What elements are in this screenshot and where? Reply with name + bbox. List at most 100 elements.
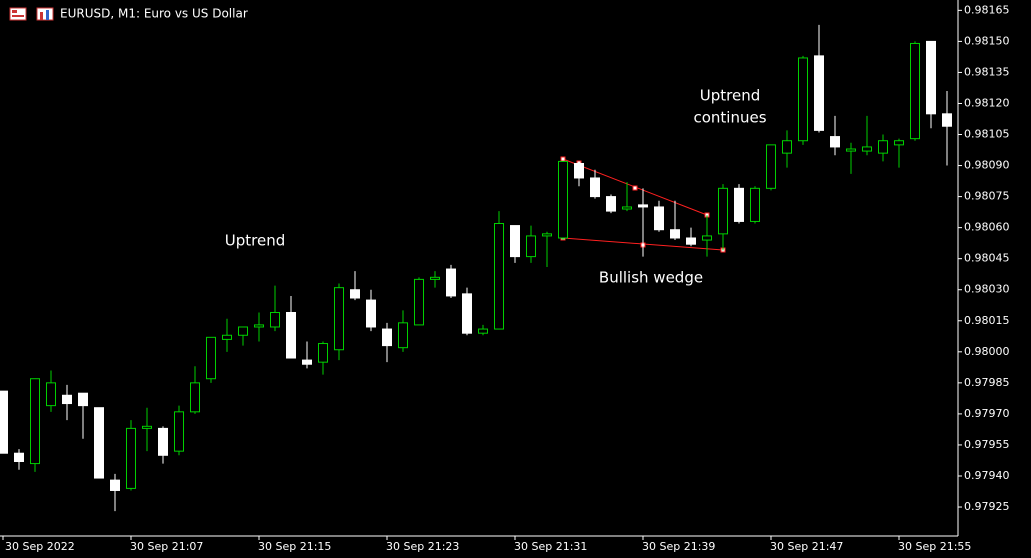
icon (12, 15, 24, 17)
candle-body (446, 268, 456, 297)
candle-body (254, 324, 264, 328)
y-tick-label: 0.98075 (964, 190, 1010, 203)
annotation: Uptrend (225, 232, 285, 250)
candle-body (878, 140, 888, 154)
candle-body (30, 378, 40, 465)
y-tick-label: 0.98060 (964, 221, 1010, 234)
icon (12, 10, 17, 13)
candle-body (718, 187, 728, 235)
candle-body (846, 148, 856, 152)
candle-body (638, 204, 648, 208)
candle-body (798, 57, 808, 142)
y-tick-label: 0.97970 (964, 407, 1010, 420)
y-tick-label: 0.98045 (964, 252, 1010, 265)
candle-body (814, 55, 824, 131)
y-tick-label: 0.98165 (964, 3, 1010, 16)
icon (46, 10, 49, 20)
candle-body (590, 177, 600, 198)
y-tick-label: 0.98000 (964, 345, 1010, 358)
x-tick-label: 30 Sep 21:23 (386, 540, 459, 553)
candle-body (494, 223, 504, 330)
candle-body (750, 187, 760, 222)
wedge-point (560, 156, 566, 162)
candle-body (766, 144, 776, 189)
y-tick-label: 0.98015 (964, 314, 1010, 327)
candle-body (350, 289, 360, 299)
candle-body (654, 206, 664, 231)
candle-body (686, 237, 696, 245)
chart-title: EURUSD, M1: Euro vs US Dollar (60, 7, 248, 21)
x-tick-label: 30 Sep 21:39 (642, 540, 715, 553)
candle-body (158, 427, 168, 456)
candle-body (574, 162, 584, 179)
candle-body (414, 278, 424, 326)
candle-body (622, 206, 632, 210)
candle-body (462, 293, 472, 334)
candle-body (78, 392, 88, 407)
candle-body (222, 334, 232, 340)
candle-body (334, 287, 344, 351)
candle-body (174, 411, 184, 452)
candle-body (94, 407, 104, 479)
candle-body (238, 326, 248, 336)
x-tick-label: 30 Sep 21:07 (130, 540, 203, 553)
candle-body (46, 382, 56, 407)
candle-body (398, 322, 408, 349)
x-tick-label: 30 Sep 21:47 (770, 540, 843, 553)
candle-body (142, 425, 152, 429)
candle-body (510, 225, 520, 258)
candle-body (926, 40, 936, 115)
icon (36, 7, 54, 21)
y-tick-label: 0.98030 (964, 283, 1010, 296)
candle-body (702, 235, 712, 241)
candle-body (270, 311, 280, 328)
y-tick-label: 0.97925 (964, 500, 1010, 513)
candle-body (318, 343, 328, 363)
candle-body (478, 328, 488, 334)
annotation: Bullish wedge (599, 269, 703, 287)
candle-body (126, 427, 136, 489)
symbol-icons (9, 7, 54, 21)
candle-body (430, 276, 440, 280)
candle-body (526, 235, 536, 258)
y-tick-label: 0.98150 (964, 34, 1010, 47)
candle-body (286, 311, 296, 359)
y-tick-label: 0.97985 (964, 376, 1010, 389)
candle-body (830, 136, 840, 148)
candle-body (862, 146, 872, 152)
x-tick-label: 30 Sep 21:55 (898, 540, 971, 553)
candle-body (190, 382, 200, 413)
x-tick-label: 30 Sep 21:15 (258, 540, 331, 553)
candle-body (206, 336, 216, 380)
x-tick-label: 30 Sep 21:31 (514, 540, 587, 553)
y-tick-label: 0.98090 (964, 159, 1010, 172)
x-tick-label: 30 Sep 2022 (5, 540, 75, 553)
candle-body (0, 390, 8, 454)
y-tick-label: 0.98120 (964, 96, 1010, 109)
candle-body (782, 140, 792, 154)
icon (40, 12, 43, 20)
candle-body (734, 187, 744, 222)
wedge-point (632, 185, 638, 191)
candle-body (302, 359, 312, 365)
candle-body (606, 196, 616, 212)
candle-body (62, 394, 72, 405)
candle-body (382, 328, 392, 347)
candle-body (942, 113, 952, 127)
y-tick-label: 0.98135 (964, 65, 1010, 78)
candle-body (366, 299, 376, 328)
candle-body (558, 160, 568, 239)
y-tick-label: 0.97955 (964, 438, 1010, 451)
candle-body (542, 233, 552, 237)
icon (9, 7, 27, 21)
y-tick-label: 0.98105 (964, 128, 1010, 141)
candle-body (894, 140, 904, 146)
candle-body (110, 479, 120, 491)
y-tick-label: 0.97940 (964, 469, 1010, 482)
candle-body (910, 42, 920, 140)
candle-body (670, 229, 680, 239)
annotation: continues (693, 109, 766, 127)
